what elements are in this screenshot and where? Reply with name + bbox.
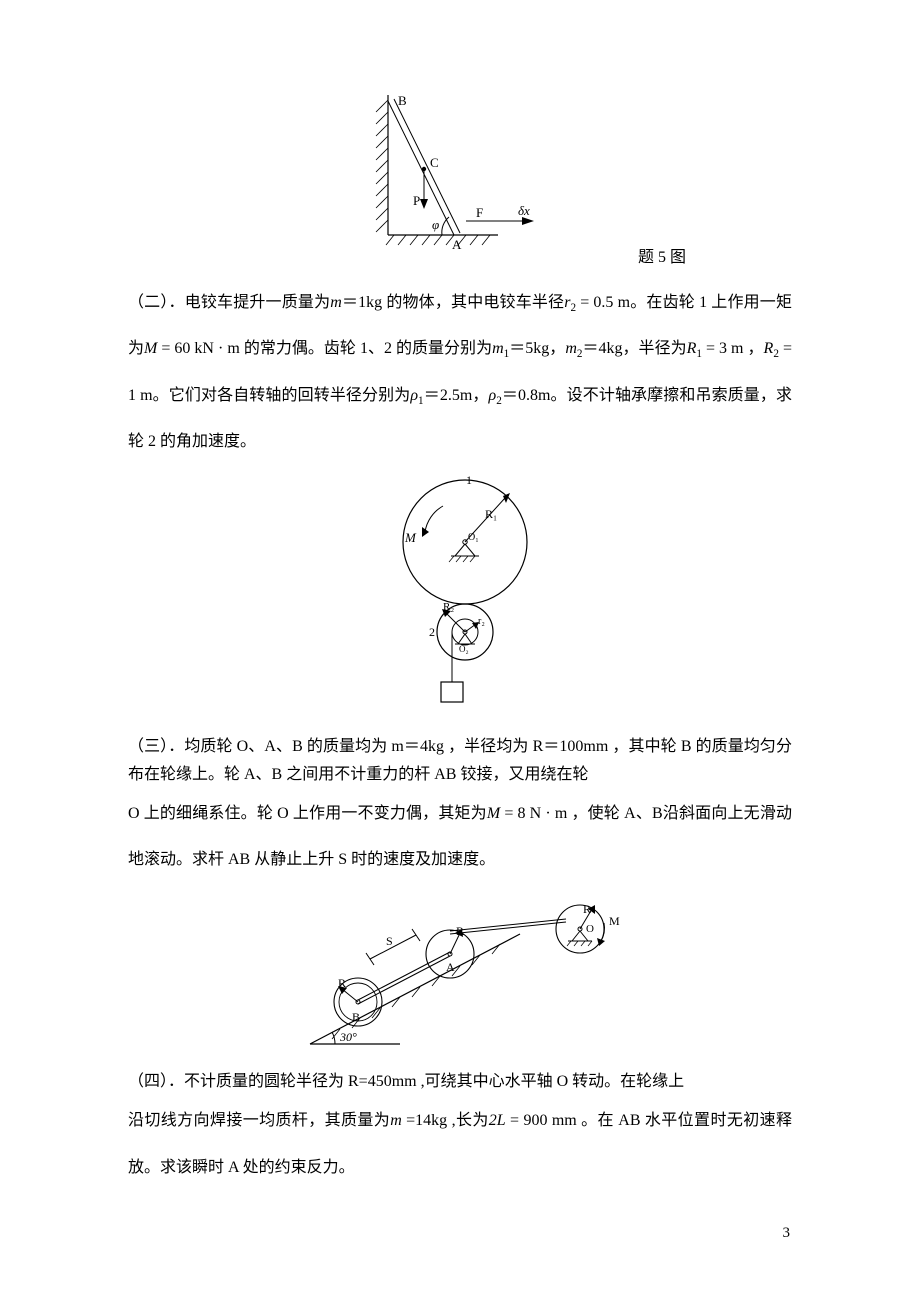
lbl-S: S	[386, 934, 393, 948]
label-dx: δx	[518, 203, 530, 218]
p2-m2: m	[565, 340, 577, 357]
problem-4-line1: （四）．不计质量的圆轮半径为 R=450mm ,可绕其中心水平轴 O 转动。在轮…	[128, 1068, 792, 1096]
p2-eqR1: = 3 m ，	[702, 340, 764, 357]
lbl-R2: R₂	[443, 601, 454, 613]
p2-eqM: = 60 kN · m	[157, 340, 239, 357]
p3-eqM: = 8 N · m	[500, 805, 567, 822]
figure-5: B C P F δx φ A	[358, 95, 568, 265]
p3-M: M	[487, 805, 500, 822]
p2-m1: m	[492, 340, 504, 357]
p4-l2a: 沿切线方向焊接一均质杆，其质量为	[128, 1112, 390, 1129]
p3-l2b: ，使轮 A、B	[567, 805, 662, 822]
p4-l2b: =14kg ,长为	[402, 1112, 489, 1129]
figure-5-wrap: B C P F δx φ A	[128, 95, 792, 270]
problem-2-text: （二）．电铰车提升一质量为m＝1kg 的物体，其中电铰车半径r2 = 0.5 m…	[128, 280, 792, 466]
page: B C P F δx φ A 题 5 图 （二）．电铰车提升一质量为m＝1kg …	[0, 0, 920, 1302]
p2-l1a: （二）．电铰车提升一质量为	[128, 294, 330, 311]
p4-eq2L: = 900 mm	[506, 1112, 577, 1129]
label-phi: φ	[432, 217, 439, 232]
problem-3-line1: （三）．均质轮 O、A、B 的质量均为 m＝4kg ，半径均为 R＝100mm …	[128, 733, 792, 789]
label-P: P	[413, 193, 420, 208]
figure-incline-wrap: R B R A R O M S 30°	[128, 889, 792, 1064]
lbl-r2: r₂	[478, 616, 485, 627]
p2-l1c: 。在齿	[630, 294, 679, 311]
figure-gears: 1 R₁ O₁ M 2 R₂ r₂ O₂	[365, 472, 555, 722]
page-number: 3	[783, 1225, 791, 1242]
lbl-O2: O₂	[459, 644, 469, 654]
lbl-Ro: R	[583, 902, 591, 916]
p3-l2a: O 上的细绳系住。轮 O 上作用一不变力偶，其矩为	[128, 805, 487, 822]
lbl-angle: 30°	[339, 1030, 357, 1044]
lbl-Ra: R	[456, 924, 464, 938]
p2-rho1: ρ	[410, 387, 418, 404]
p4-l2c: 。在 AB 水	[577, 1112, 662, 1129]
p2-l3a: ＝4kg，半径为	[582, 340, 686, 357]
p4-2L: 2L	[489, 1112, 506, 1129]
lbl-Rb: R	[338, 976, 346, 990]
label-B: B	[398, 95, 407, 108]
lbl-1: 1	[466, 473, 472, 487]
lbl-M: M	[404, 530, 417, 545]
p2-l3c: ＝2.5m，	[424, 387, 489, 404]
figure-incline: R B R A R O M S 30°	[280, 889, 640, 1059]
lbl-B: B	[352, 1010, 360, 1024]
lbl-Mo: M	[609, 914, 620, 928]
lbl-R1: R₁	[485, 507, 497, 521]
lbl-O: O	[586, 923, 594, 935]
lbl-2: 2	[429, 625, 435, 639]
content-area: B C P F δx φ A 题 5 图 （二）．电铰车提升一质量为m＝1kg …	[128, 95, 792, 1191]
p2-l1b: ＝1kg 的物体，其中电铰车半径	[342, 294, 564, 311]
label-F: F	[476, 205, 483, 220]
p2-eqr2: = 0.5 m	[576, 294, 630, 311]
p2-l2c: ＝5kg，	[509, 340, 565, 357]
figure-gears-wrap: 1 R₁ O₁ M 2 R₂ r₂ O₂	[128, 472, 792, 727]
p2-l2b: 的常力偶。齿轮 1、2 的质量分别为	[240, 340, 492, 357]
p2-R1: R	[687, 340, 697, 357]
label-A: A	[452, 237, 462, 252]
p2-M: M	[144, 340, 157, 357]
lbl-A: A	[446, 960, 455, 974]
p2-R2: R	[764, 340, 774, 357]
lbl-O1: O₁	[468, 532, 479, 543]
p2-l3b: 。它们对各自转轴的回转半径分别为	[153, 387, 411, 404]
p4-m: m	[390, 1112, 402, 1129]
problem-4-rest: 沿切线方向焊接一均质杆，其质量为m =14kg ,长为2L = 900 mm 。…	[128, 1098, 792, 1191]
problem-3-rest: O 上的细绳系住。轮 O 上作用一不变力偶，其矩为M = 8 N · m ，使轮…	[128, 791, 792, 884]
figure-5-caption: 题 5 图	[638, 243, 686, 267]
label-C: C	[430, 155, 439, 170]
p2-m: m	[330, 294, 342, 311]
